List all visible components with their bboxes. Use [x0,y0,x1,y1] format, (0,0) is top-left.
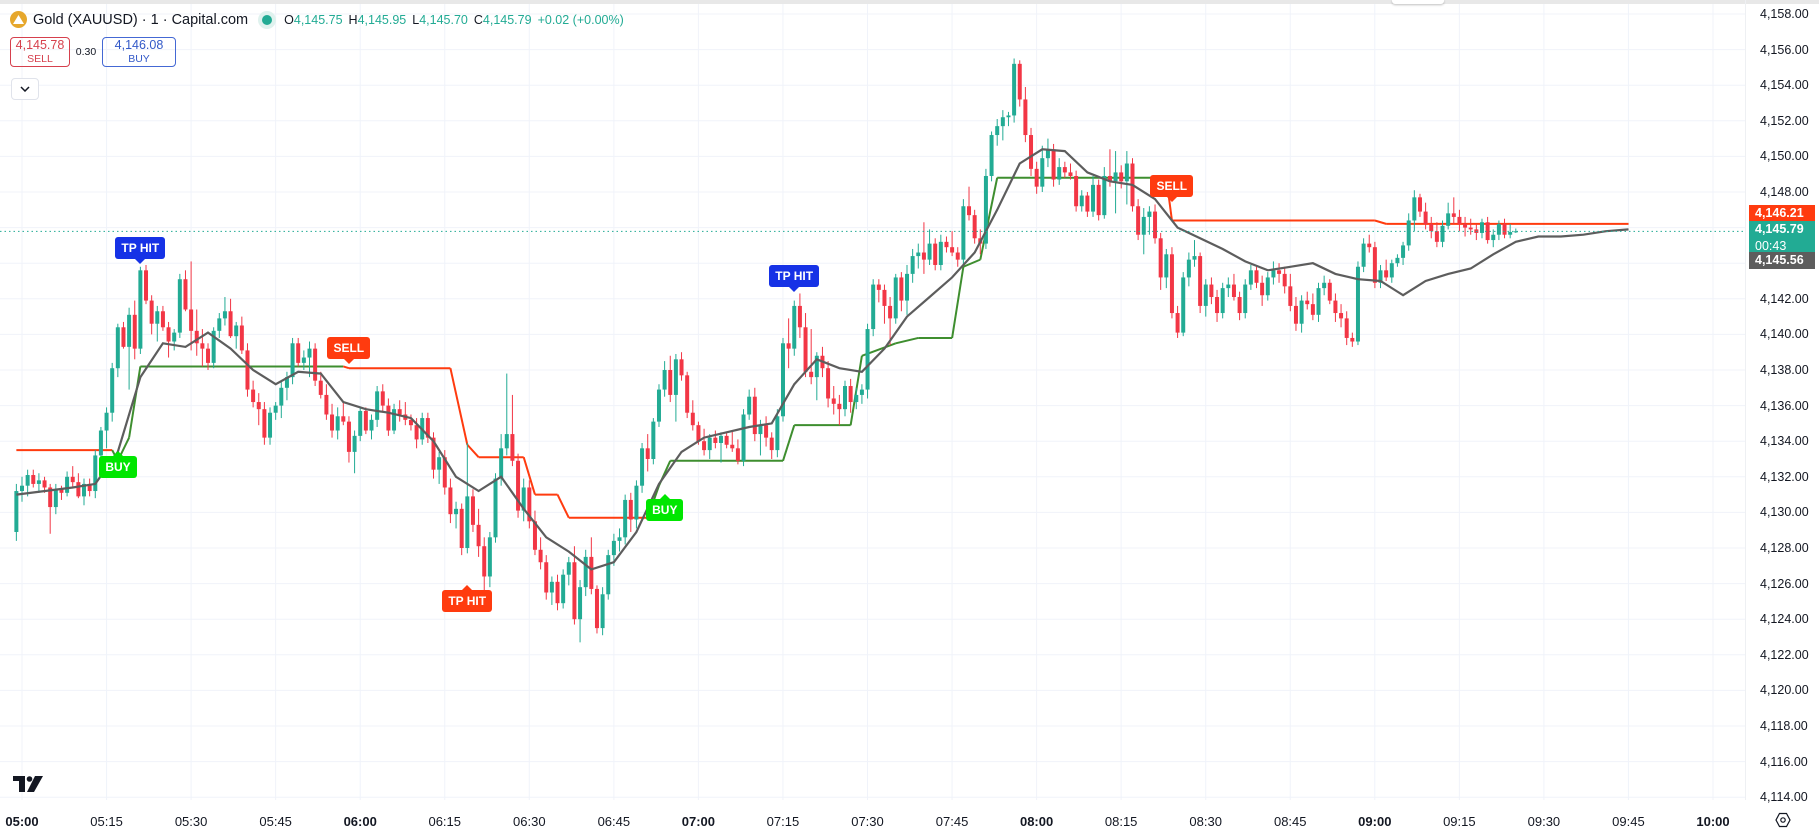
time-tick-label: 09:15 [1443,814,1476,829]
time-tick-label: 06:45 [597,814,631,829]
signal-sell-label: SELL [1150,174,1194,202]
time-tick-label: 09:30 [1527,814,1561,829]
price-tick-label: 4,122.00 [1760,647,1809,662]
price-tag: 4,145.56 [1749,252,1815,269]
price-tick-label: 4,120.00 [1760,683,1809,698]
time-tick-label: 07:30 [851,814,884,829]
time-tick-label: 07:45 [935,814,969,829]
trade-buttons: 4,145.78 SELL 0.30 4,146.08 BUY [10,37,176,67]
signal-tp-short-label: TP HIT [442,584,493,612]
symbol-legend: Gold (XAUUSD) · 1 · Capital.com O4,145.7… [10,11,624,28]
time-tick-label: 08:30 [1189,814,1222,829]
price-tag: 4,146.21 [1749,205,1815,222]
price-tick-label: 4,136.00 [1760,398,1809,413]
price-tick-label: 4,128.00 [1760,541,1809,555]
time-axis[interactable]: 05:00 05:15 05:30 05:45 06:00 06:15 06:30 06:45… [0,800,1745,836]
price-change: +0.02 (+0.00%) [537,12,624,27]
candlestick-series [14,58,1518,643]
time-tick-label: 07:00 [681,814,716,829]
price-tick-label: 4,138.00 [1760,363,1809,377]
time-tick-label: 08:00 [1019,814,1054,829]
price-tick-label: 4,154.00 [1760,78,1809,93]
signal-buy-label: BUY [99,451,137,479]
grid-lines [0,4,1745,800]
spread-value: 0.30 [75,46,97,58]
time-tick-label: 09:45 [1612,814,1645,829]
price-tick-label: 4,150.00 [1760,149,1809,164]
chart-canvas[interactable] [0,4,1745,800]
time-tick-label: 05:00 [5,814,39,829]
price-tick-label: 4,140.00 [1760,327,1809,342]
moving-average-line [16,148,1629,571]
collapse-legend-button[interactable] [11,78,39,100]
tradingview-logo[interactable] [13,776,44,797]
chevron-down-icon [20,86,30,92]
market-open-status-icon [262,14,273,25]
time-tick-label: 09:00 [1358,814,1392,829]
price-tick-label: 4,114.00 [1760,790,1808,805]
price-tick-label: 4,158.00 [1760,7,1809,21]
signal-tp-long-label: TP HIT [769,265,820,293]
price-tick-label: 4,148.00 [1760,185,1809,199]
time-tick-label: 06:00 [343,814,377,829]
symbol-title[interactable]: Gold (XAUUSD) · 1 · Capital.com [33,11,249,28]
price-tick-label: 4,132.00 [1760,469,1809,484]
time-tick-label: 05:30 [174,814,208,829]
time-tick-label: 06:30 [513,814,546,829]
time-tick-label: 08:15 [1104,814,1138,829]
top-drag-handle[interactable] [1392,0,1444,4]
time-tick-label: 07:15 [766,814,800,829]
time-tick-label: 05:15 [90,814,123,829]
price-tick-label: 4,156.00 [1760,42,1809,57]
time-tick-label: 08:45 [1273,814,1307,829]
time-tick-label: 10:00 [1696,814,1730,829]
gold-symbol-icon [10,11,27,28]
price-tick-label: 4,130.00 [1760,505,1809,520]
price-tick-label: 4,152.00 [1760,113,1809,128]
price-tick-label: 4,124.00 [1760,612,1809,627]
signal-sell-label: SELL [327,336,371,364]
price-tick-label: 4,134.00 [1760,434,1809,449]
chart-settings-button[interactable] [1775,812,1791,833]
price-tick-label: 4,116.00 [1760,754,1808,769]
price-tag: 4,145.79 00:43 [1749,221,1815,255]
time-tick-label: 06:15 [428,814,462,829]
bar-countdown: 00:43 [1755,239,1787,253]
price-axis[interactable]: 4,158.00 4,156.00 4,154.00 4,152.00 4,150.00… [1745,0,1819,804]
price-tick-label: 4,142.00 [1760,291,1809,306]
top-strip [0,0,1819,4]
buy-button[interactable]: 4,146.08 BUY [102,37,176,67]
price-tick-label: 4,118.00 [1760,719,1808,733]
time-tick-label: 05:45 [259,814,292,829]
gear-icon [1775,812,1791,828]
signal-tp-long-label: TP HIT [115,236,166,264]
ohlc-values: O4,145.75 H4,145.95 L4,145.70 C4,145.79 … [284,12,624,27]
signal-buy-label: BUY [646,493,684,521]
sell-button[interactable]: 4,145.78 SELL [10,37,70,67]
price-tick-label: 4,126.00 [1760,576,1809,591]
